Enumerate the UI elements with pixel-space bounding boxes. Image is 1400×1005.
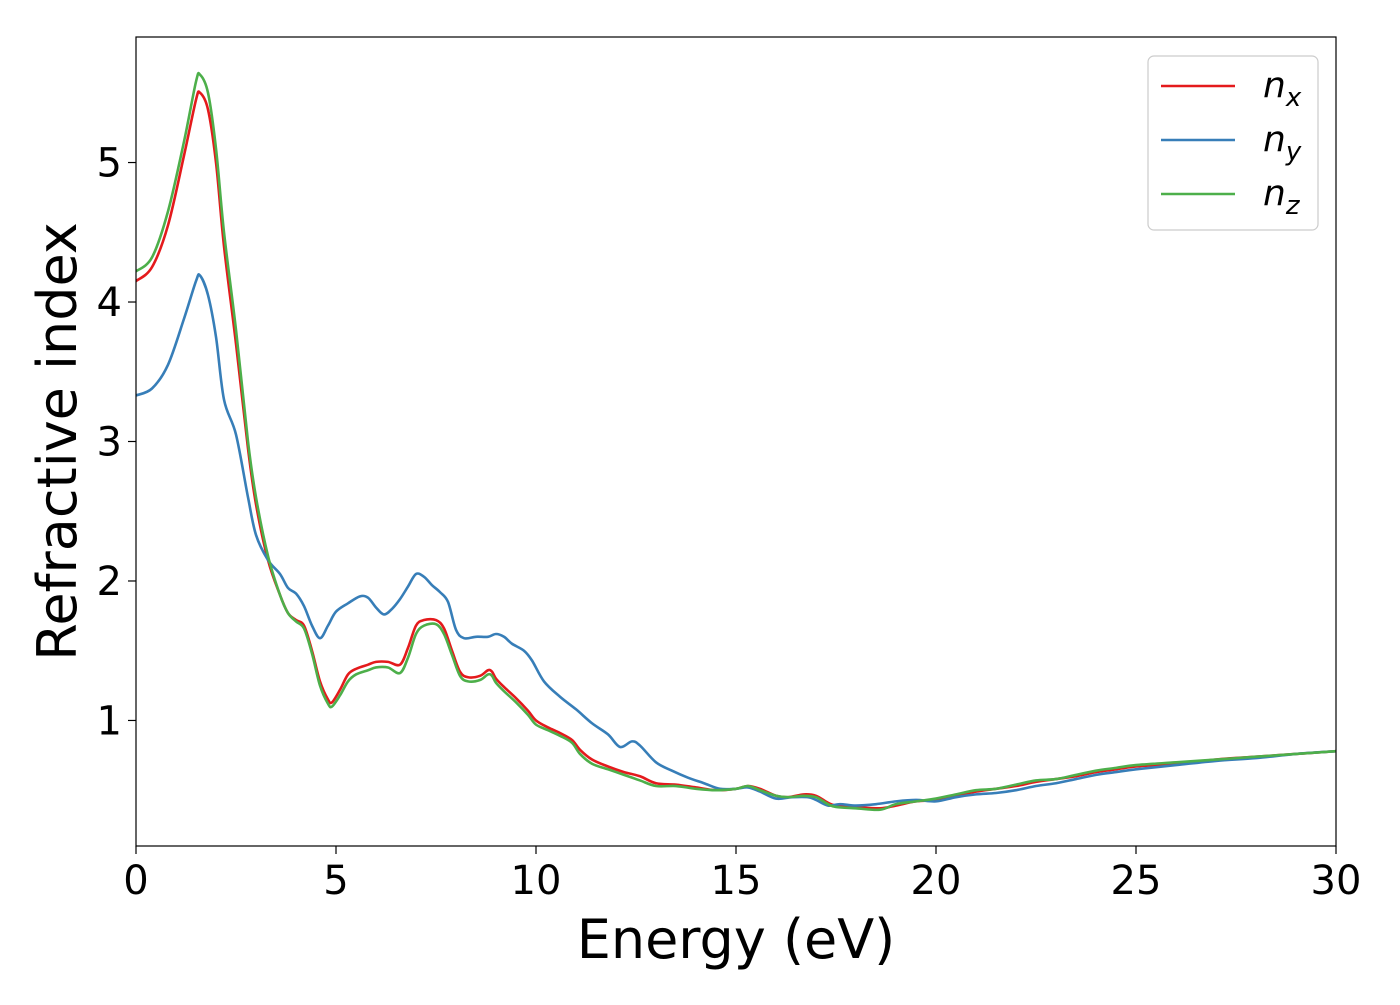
y-axis-ticks: 1 2 3 4 5 (97, 141, 136, 744)
x-tick-label: 20 (911, 858, 962, 904)
y-axis-label: Refractive index (26, 222, 89, 661)
x-axis-ticks: 0 5 10 15 20 25 30 (123, 846, 1361, 904)
y-tick-label: 4 (97, 280, 122, 326)
x-tick-label: 25 (1111, 858, 1162, 904)
y-tick-label: 1 (97, 698, 122, 744)
legend-subscript-z: z (1285, 191, 1301, 221)
y-tick-label: 5 (97, 141, 122, 187)
y-tick-label: 3 (97, 420, 122, 466)
series-layer (136, 71, 1336, 812)
legend-subscript-y: y (1285, 137, 1302, 167)
x-tick-label: 5 (323, 858, 348, 904)
x-tick-label: 30 (1311, 858, 1362, 904)
series-line-nz (136, 71, 1336, 812)
x-tick-label: 10 (511, 858, 562, 904)
legend-subscript-x: x (1285, 83, 1302, 113)
legend-box (1147, 55, 1319, 231)
legend-label-ny: ny (1263, 119, 1302, 167)
series-line-ny (136, 273, 1336, 807)
legend-label-nx: nx (1263, 65, 1302, 113)
y-tick-label: 2 (97, 559, 122, 605)
x-tick-label: 0 (123, 858, 148, 904)
x-axis-label: Energy (eV) (577, 908, 896, 971)
x-tick-label: 15 (711, 858, 762, 904)
